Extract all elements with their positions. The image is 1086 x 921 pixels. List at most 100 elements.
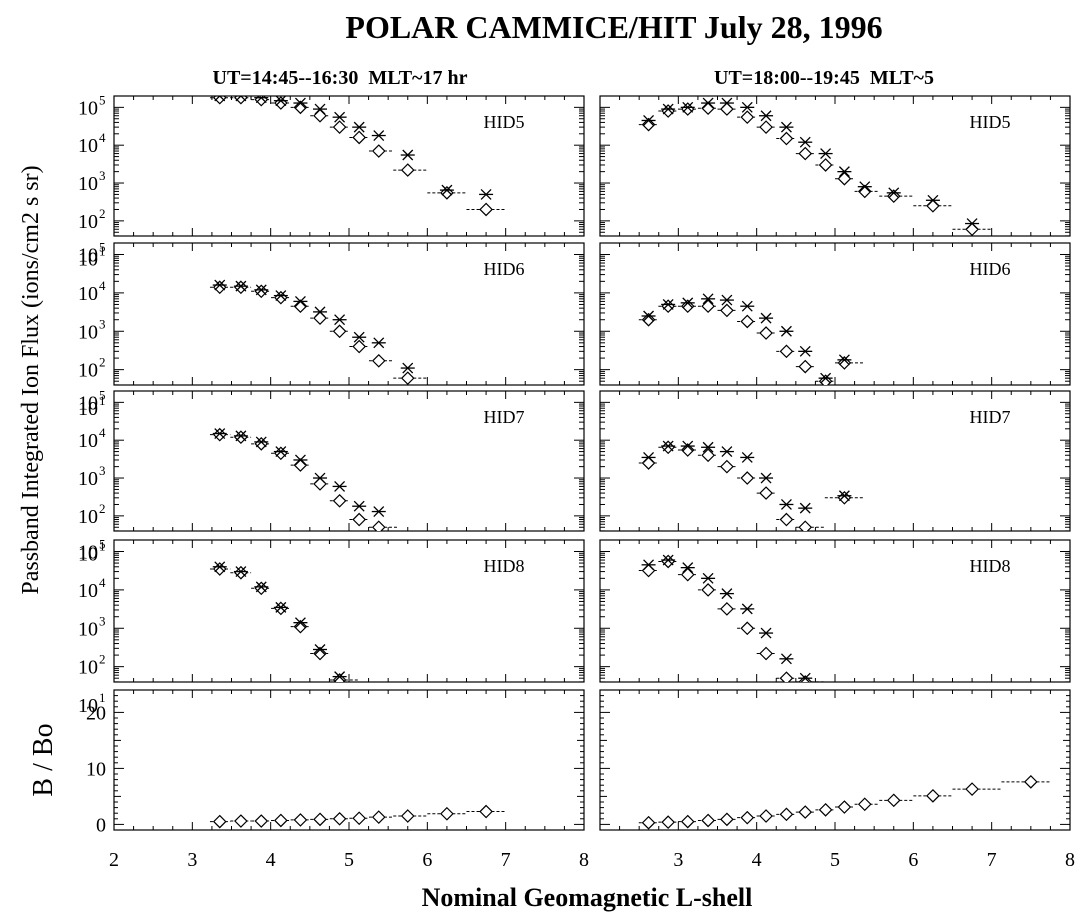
diamond-marker [313, 646, 327, 661]
y-tick-label-1e2: 10 [78, 211, 98, 233]
asterisk-stroke [799, 345, 811, 357]
panel-c1-r0: HID5 [599, 95, 1071, 237]
b-tick-label: 0 [96, 814, 106, 836]
asterisk-stroke [480, 188, 492, 200]
asterisk-stroke [255, 436, 267, 448]
asterisk-marker [293, 617, 308, 629]
diamond-marker [759, 486, 773, 500]
asterisk-marker [740, 451, 755, 463]
diamond-marker [234, 565, 248, 580]
asterisk-marker [886, 187, 901, 199]
asterisk-stroke [799, 136, 811, 148]
asterisk-marker [719, 294, 734, 306]
y-tick-exponent: 5 [99, 92, 106, 107]
asterisk-marker [798, 502, 813, 514]
asterisk-marker [857, 181, 872, 193]
diamond-marker [759, 809, 773, 823]
asterisk-marker [779, 325, 794, 337]
asterisk-marker [254, 284, 269, 296]
marker-group [209, 561, 360, 682]
y-tick-exponent: 3 [99, 168, 106, 183]
diamond-marker [371, 353, 386, 368]
diamond-marker [313, 108, 327, 123]
asterisk-stroke [334, 111, 346, 123]
asterisk-marker [965, 218, 980, 229]
asterisk-stroke [373, 337, 385, 349]
asterisk-stroke [294, 97, 306, 109]
asterisk-marker [439, 184, 454, 196]
y-tick-exponent: 2 [99, 355, 106, 370]
diamond-marker [779, 671, 794, 682]
asterisk-stroke [702, 293, 714, 305]
asterisk-stroke [760, 627, 772, 639]
y-tick-exponent: 1 [99, 539, 106, 554]
marker-group [209, 96, 506, 217]
y-tick-exponent: 3 [99, 463, 106, 478]
diamond-marker [332, 811, 347, 826]
diamond-marker [274, 96, 288, 110]
y-tick-exponent: 4 [99, 425, 106, 440]
chart-title: POLAR CAMMICE/HIT July 28, 1996 [345, 9, 882, 45]
diamond-marker [798, 359, 813, 374]
diamond-marker [798, 146, 813, 161]
panel-label-hid5: HID5 [484, 112, 525, 132]
diamond-marker [837, 490, 852, 505]
asterisk-marker [719, 588, 734, 600]
diamond-marker [779, 344, 794, 359]
y-tick-exponent: 5 [99, 537, 106, 552]
diamond-marker [740, 110, 755, 125]
diamond-marker [740, 471, 755, 485]
asterisk-marker [837, 354, 852, 366]
asterisk-stroke [235, 96, 242, 102]
y-tick-label-1e1: 10 [78, 398, 98, 420]
diamond-marker [701, 448, 715, 463]
x-axis-label: Nominal Geomagnetic L-shell [422, 883, 753, 912]
diamond-marker [798, 520, 813, 531]
panel-frame [599, 689, 1071, 831]
marker-group [638, 774, 1051, 830]
x-tick-label: 2 [109, 849, 119, 871]
diamond-marker [779, 512, 794, 527]
panel-label-hid8: HID8 [970, 556, 1011, 576]
asterisk-marker [641, 310, 656, 322]
asterisk-stroke [662, 298, 674, 310]
b-tick-label: 10 [86, 758, 106, 780]
y-tick-exponent: 5 [99, 387, 106, 402]
x-tick-label: 6 [422, 849, 432, 871]
diamond-marker [371, 810, 386, 824]
asterisk-marker [332, 111, 347, 123]
asterisk-stroke [741, 451, 753, 463]
x-tick-label: 3 [187, 849, 197, 871]
asterisk-stroke [235, 280, 247, 292]
asterisk-marker [400, 362, 415, 374]
asterisk-stroke [334, 671, 346, 682]
asterisk-marker [798, 672, 813, 682]
diamond-marker [274, 813, 288, 828]
asterisk-marker [641, 115, 656, 126]
x-tick-label: 6 [908, 849, 918, 871]
x-tick-label: 5 [830, 849, 840, 871]
asterisk-stroke [402, 362, 414, 374]
marker-group [209, 279, 428, 385]
diamond-marker [293, 100, 308, 115]
asterisk-stroke [373, 130, 385, 141]
asterisk-stroke [255, 96, 264, 104]
asterisk-stroke [643, 310, 655, 322]
asterisk-marker [641, 451, 656, 463]
x-tick-label: 8 [1065, 849, 1075, 871]
asterisk-stroke [721, 588, 733, 600]
diamond-marker [254, 284, 269, 299]
asterisk-marker [313, 644, 328, 655]
diamond-marker [837, 800, 852, 814]
marker-group [638, 97, 992, 236]
diamond-marker [293, 299, 308, 314]
y-tick-exponent: 5 [99, 240, 106, 255]
diamond-marker [701, 813, 715, 828]
marker-group [638, 440, 864, 531]
asterisk-marker [641, 559, 656, 571]
diamond-marker [234, 814, 248, 828]
y-tick-exponent: 2 [99, 206, 106, 221]
asterisk-stroke [682, 101, 694, 113]
